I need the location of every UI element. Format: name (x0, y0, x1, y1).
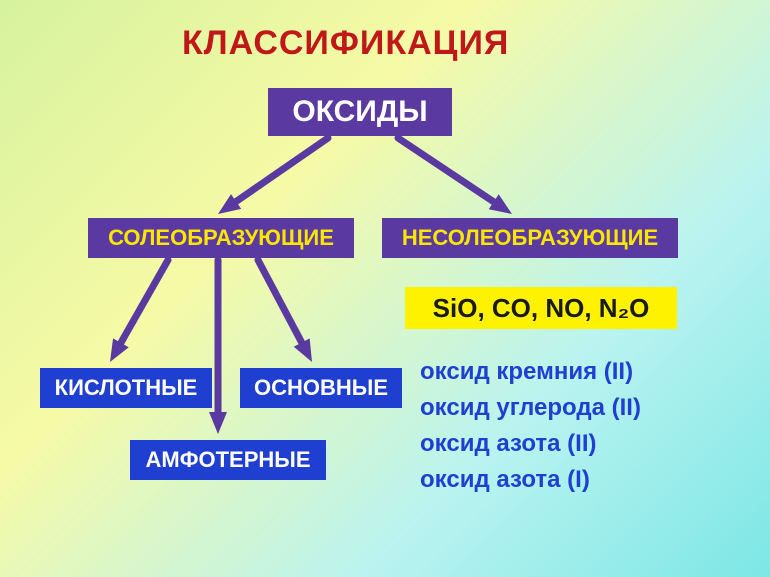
page-title: КЛАССИФИКАЦИЯ (182, 24, 509, 63)
node-non-salt-forming: НЕСОЛЕОБРАЗУЮЩИЕ (382, 218, 678, 258)
node-amphoteric: АМФОТЕРНЫЕ (130, 440, 326, 480)
node-acidic: КИСЛОТНЫЕ (40, 368, 212, 408)
node-salt-forming: СОЛЕОБРАЗУЮЩИЕ (88, 218, 354, 258)
node-basic: ОСНОВНЫЕ (240, 368, 402, 408)
node-root: ОКСИДЫ (268, 88, 452, 136)
oxide-list-item: оксид кремния (II) (420, 358, 633, 386)
oxide-list-item: оксид углерода (II) (420, 394, 641, 422)
oxide-list-item: оксид азота (I) (420, 466, 590, 494)
content-layer: КЛАССИФИКАЦИЯ ОКСИДЫ СОЛЕОБРАЗУЮЩИЕ НЕСО… (0, 0, 770, 577)
node-formulas: SiO, CO, NO, N₂O (405, 287, 677, 329)
oxide-list-item: оксид азота (II) (420, 430, 596, 458)
